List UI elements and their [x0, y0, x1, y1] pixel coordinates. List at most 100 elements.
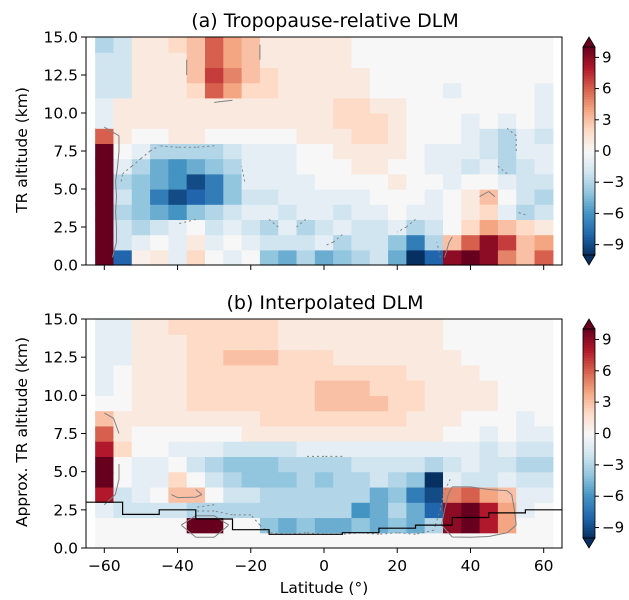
contour-line	[104, 44, 496, 258]
heatmap-cell	[534, 349, 554, 366]
heatmap-cell	[443, 52, 462, 68]
heatmap-cell	[150, 37, 169, 53]
heatmap-cell	[369, 319, 389, 335]
heatmap-cell	[424, 456, 444, 473]
heatmap-cell	[424, 204, 444, 220]
colorbar-segment	[583, 514, 595, 518]
heatmap-cell	[497, 189, 517, 205]
heatmap-cell	[131, 219, 151, 236]
heatmap-cell	[479, 502, 499, 519]
heatmap-cell	[205, 486, 224, 503]
heatmap-cell	[296, 128, 316, 144]
heatmap-cell	[131, 349, 151, 366]
heatmap-cell	[516, 158, 536, 175]
heatmap-cell	[534, 173, 554, 190]
heatmap-cell	[369, 349, 389, 366]
heatmap-cell	[259, 158, 279, 175]
heatmap-cell	[131, 82, 151, 99]
heatmap-cell	[443, 128, 462, 144]
heatmap-cell	[424, 425, 444, 442]
heatmap-cell	[333, 158, 353, 175]
heatmap-cell	[443, 204, 462, 220]
heatmap-cell	[131, 113, 151, 129]
heatmap-cell	[241, 204, 261, 220]
heatmap-cell	[534, 143, 554, 160]
heatmap-cell	[241, 486, 261, 503]
heatmap-cell	[314, 97, 334, 114]
heatmap-cell	[296, 234, 316, 251]
heatmap-cell	[497, 219, 517, 236]
colorbar-segment	[583, 182, 595, 186]
colorbar-segment	[583, 464, 595, 468]
heatmap-cell	[351, 204, 371, 220]
colorbar-segment	[583, 223, 595, 227]
heatmap-cell	[406, 82, 426, 99]
heatmap-cell	[259, 410, 279, 427]
colorbar-segment	[583, 143, 595, 147]
heatmap-cell	[516, 456, 536, 473]
heatmap-cell	[186, 173, 206, 190]
heatmap-cell	[186, 143, 206, 160]
heatmap-cell	[351, 319, 371, 335]
colorbar-segment	[583, 430, 595, 434]
heatmap-cell	[278, 204, 298, 220]
colorbar-segment	[583, 104, 595, 108]
heatmap-cell	[95, 395, 115, 412]
heatmap-cell	[259, 334, 279, 351]
heatmap-cell	[95, 441, 115, 457]
heatmap-cell	[168, 380, 188, 396]
heatmap-cell	[351, 410, 371, 427]
panel-b-ylabel: Approx. TR altitude (km)	[13, 337, 31, 527]
heatmap-cell	[223, 189, 243, 205]
heatmap-cell	[241, 52, 261, 68]
heatmap-cell	[278, 128, 298, 144]
colorbar-segment	[583, 441, 595, 445]
heatmap-cell	[113, 37, 133, 53]
heatmap-cell	[333, 128, 353, 144]
colorbar-segment	[583, 208, 595, 212]
colorbar-segment	[583, 153, 595, 157]
heatmap-cell	[223, 319, 243, 335]
heatmap-cell	[314, 82, 334, 99]
heatmap-cell	[516, 380, 536, 396]
colorbar-segment	[583, 477, 595, 482]
colorbar-tick-label: 0	[602, 425, 612, 443]
heatmap-cell	[186, 319, 206, 335]
colorbar-segment	[583, 99, 595, 103]
heatmap-cell	[369, 234, 389, 251]
heatmap-cell	[205, 143, 224, 160]
heatmap-cell	[186, 204, 206, 220]
colorbar-segment	[583, 376, 595, 380]
heatmap-cell	[388, 113, 407, 129]
panel-a-contours	[104, 44, 526, 258]
heatmap-cell	[333, 249, 353, 266]
y-tick-label: 2.5	[53, 501, 78, 519]
heatmap-cell	[113, 82, 133, 99]
heatmap-cell	[424, 486, 444, 503]
heatmap-cell	[461, 395, 481, 412]
heatmap-cell	[150, 334, 169, 351]
heatmap-cell	[534, 249, 554, 266]
heatmap-cell	[516, 143, 536, 160]
heatmap-cell	[186, 67, 206, 84]
heatmap-cell	[497, 334, 517, 351]
heatmap-cell	[497, 52, 517, 68]
colorbar-segment	[583, 164, 595, 168]
colorbar-segment	[583, 75, 595, 79]
heatmap-cell	[205, 52, 224, 68]
heatmap-cell	[150, 380, 169, 396]
heatmap-cell	[150, 52, 169, 68]
colorbar-segment	[583, 73, 595, 77]
heatmap-cell	[150, 97, 169, 114]
heatmap-cell	[259, 128, 279, 144]
heatmap-cell	[443, 67, 462, 84]
heatmap-cell	[131, 52, 151, 68]
heatmap-cell	[333, 204, 353, 220]
y-tick-label: 5.0	[53, 463, 78, 481]
heatmap-cell	[223, 532, 243, 549]
heatmap-cell	[95, 82, 115, 99]
colorbar-segment	[583, 336, 595, 340]
heatmap-cell	[278, 334, 298, 351]
heatmap-cell	[516, 532, 536, 549]
colorbar-segment	[583, 522, 595, 526]
